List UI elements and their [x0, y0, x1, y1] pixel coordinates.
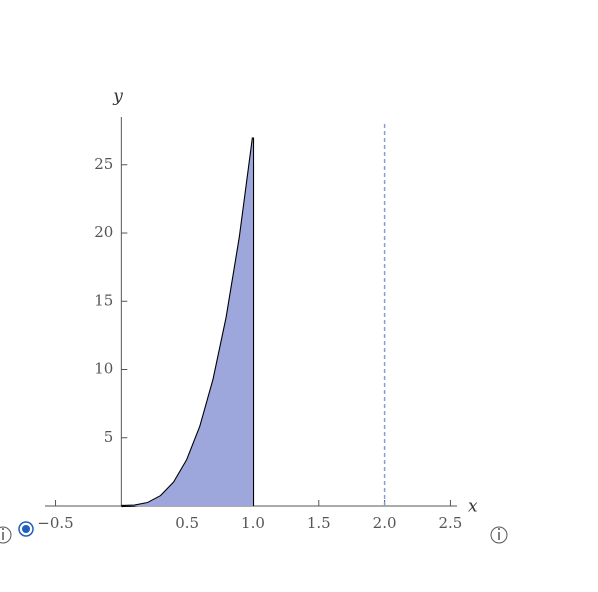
x-tick-label: 2.0: [373, 514, 397, 532]
y-tick-label: 20: [94, 223, 113, 241]
y-tick-label: 25: [94, 155, 113, 173]
x-tick-label: 1.5: [307, 514, 331, 532]
x-tick-label: −0.5: [37, 514, 73, 532]
x-axis-title: x: [468, 497, 478, 517]
radio-button[interactable]: [18, 521, 34, 537]
y-axis-title: y: [112, 87, 123, 107]
y-tick-label: 15: [94, 291, 113, 309]
y-tick-label: 10: [94, 360, 113, 378]
info-icon[interactable]: [0, 526, 12, 544]
info-icon[interactable]: [490, 526, 508, 544]
x-tick-label: 0.5: [175, 514, 199, 532]
y-tick-label: 5: [104, 428, 114, 446]
x-tick-label: 1.0: [241, 514, 265, 532]
area: [121, 137, 253, 506]
x-tick-label: 2.5: [438, 514, 462, 532]
